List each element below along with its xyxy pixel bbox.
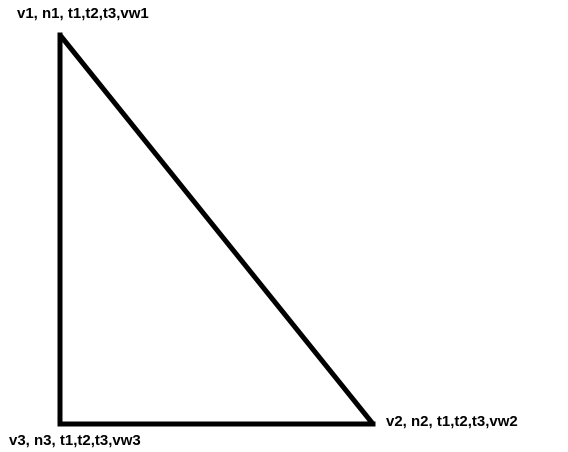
vertex-label-v3: v3, n3, t1,t2,t3,vw3 xyxy=(9,432,141,449)
vertex-label-v2: v2, n2, t1,t2,t3,vw2 xyxy=(386,413,518,430)
vertex-label-v1: v1, n1, t1,t2,t3,vw1 xyxy=(17,5,149,22)
edge-v1-v2 xyxy=(57,32,376,427)
